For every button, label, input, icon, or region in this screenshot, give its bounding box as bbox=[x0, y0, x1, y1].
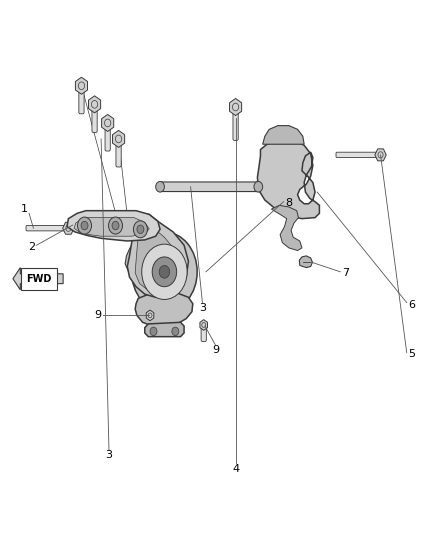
Circle shape bbox=[155, 181, 164, 192]
Circle shape bbox=[134, 221, 148, 238]
Polygon shape bbox=[272, 205, 302, 251]
Text: 4: 4 bbox=[232, 464, 239, 473]
FancyBboxPatch shape bbox=[21, 268, 57, 290]
Polygon shape bbox=[102, 115, 114, 132]
Polygon shape bbox=[146, 310, 154, 321]
FancyBboxPatch shape bbox=[26, 225, 69, 231]
Circle shape bbox=[172, 327, 179, 336]
Polygon shape bbox=[125, 239, 151, 273]
Polygon shape bbox=[113, 131, 125, 148]
Polygon shape bbox=[63, 222, 74, 234]
Circle shape bbox=[142, 244, 187, 300]
FancyBboxPatch shape bbox=[92, 106, 97, 132]
Polygon shape bbox=[75, 77, 88, 94]
Text: 5: 5 bbox=[409, 349, 416, 359]
Circle shape bbox=[152, 257, 177, 287]
FancyBboxPatch shape bbox=[116, 140, 121, 167]
Polygon shape bbox=[230, 99, 242, 116]
FancyBboxPatch shape bbox=[336, 152, 381, 158]
Circle shape bbox=[81, 221, 88, 230]
Circle shape bbox=[150, 327, 157, 336]
Circle shape bbox=[78, 217, 92, 234]
Text: 3: 3 bbox=[106, 450, 113, 460]
Circle shape bbox=[112, 221, 119, 230]
Circle shape bbox=[254, 181, 263, 192]
Polygon shape bbox=[135, 292, 193, 328]
Circle shape bbox=[159, 265, 170, 278]
Text: 1: 1 bbox=[21, 204, 28, 214]
Polygon shape bbox=[258, 140, 319, 219]
Circle shape bbox=[137, 225, 144, 233]
Text: 6: 6 bbox=[409, 300, 416, 310]
Circle shape bbox=[109, 217, 123, 234]
FancyBboxPatch shape bbox=[158, 182, 260, 191]
FancyBboxPatch shape bbox=[148, 316, 152, 332]
Polygon shape bbox=[67, 211, 160, 241]
Polygon shape bbox=[127, 213, 188, 297]
Text: 8: 8 bbox=[285, 198, 293, 208]
Polygon shape bbox=[299, 256, 312, 268]
Text: 9: 9 bbox=[94, 310, 101, 320]
Text: FWD: FWD bbox=[26, 274, 51, 284]
FancyBboxPatch shape bbox=[233, 108, 238, 140]
FancyBboxPatch shape bbox=[201, 325, 206, 342]
Polygon shape bbox=[74, 217, 149, 236]
Polygon shape bbox=[200, 320, 208, 330]
Circle shape bbox=[132, 232, 197, 312]
Polygon shape bbox=[375, 149, 386, 161]
Text: 3: 3 bbox=[199, 303, 206, 313]
Polygon shape bbox=[88, 96, 101, 113]
Text: 9: 9 bbox=[212, 345, 219, 356]
Polygon shape bbox=[13, 268, 63, 290]
Text: 7: 7 bbox=[342, 268, 349, 278]
Polygon shape bbox=[263, 126, 304, 144]
Polygon shape bbox=[145, 322, 184, 337]
FancyBboxPatch shape bbox=[79, 87, 84, 114]
Text: 2: 2 bbox=[28, 242, 35, 252]
Polygon shape bbox=[135, 224, 179, 292]
FancyBboxPatch shape bbox=[105, 124, 110, 151]
